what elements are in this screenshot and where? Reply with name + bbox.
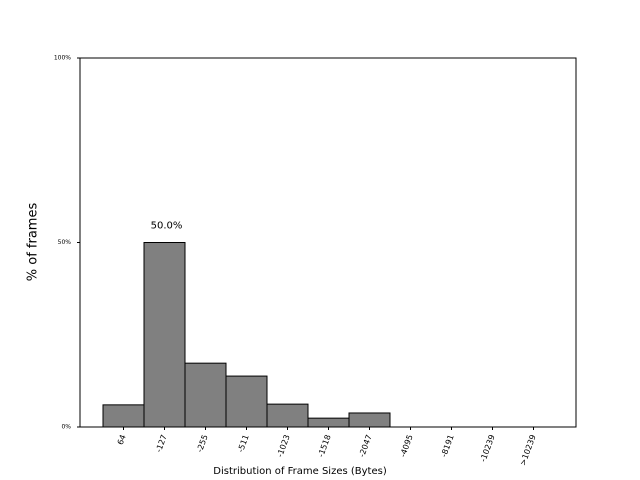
bar <box>307 417 350 428</box>
x-tick-label: -1023 <box>275 433 291 458</box>
x-tick-label: -10239 <box>479 433 497 463</box>
y-tick-label: 100% <box>54 55 71 62</box>
bar <box>184 362 227 428</box>
bar <box>225 375 268 428</box>
x-tick-label: -8191 <box>439 433 455 458</box>
x-tick-label: -127 <box>154 433 169 453</box>
x-tick-label: -255 <box>195 433 210 453</box>
x-tick-label: -511 <box>236 433 251 453</box>
x-tick-label: >10239 <box>518 433 537 466</box>
bar <box>266 403 309 428</box>
bar <box>143 242 186 428</box>
y-axis-label: % of frames <box>26 203 41 282</box>
y-tick-label: 0% <box>61 424 71 431</box>
x-tick-label: -2047 <box>357 433 373 458</box>
x-tick-label: -4095 <box>398 433 414 458</box>
bar <box>348 412 391 428</box>
x-tick-label: 64 <box>116 433 128 446</box>
bar <box>102 404 145 428</box>
y-tick-label: 50% <box>58 239 72 246</box>
x-tick-label: -1518 <box>316 433 332 458</box>
value-label: 50.0% <box>151 221 183 232</box>
x-axis-label: Distribution of Frame Sizes (Bytes) <box>213 466 387 477</box>
